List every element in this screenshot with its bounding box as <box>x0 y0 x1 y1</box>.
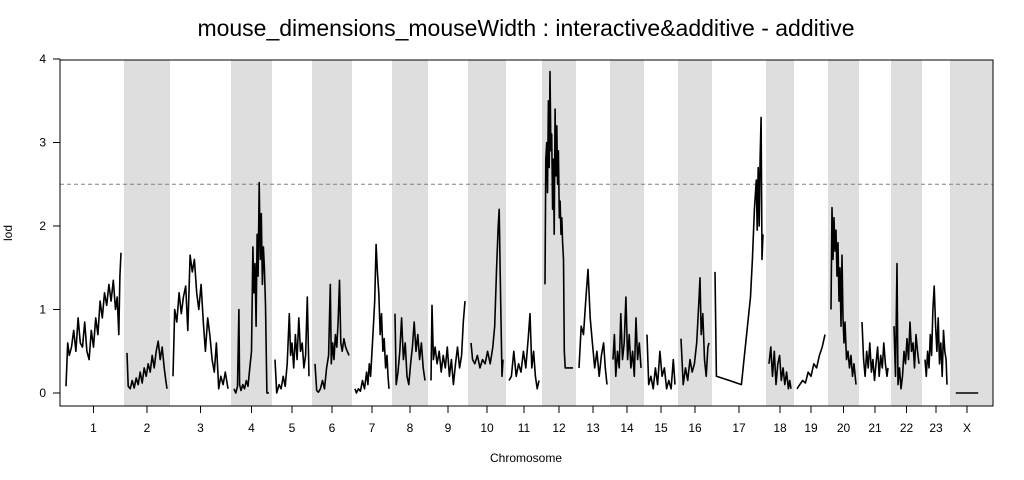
lod-curve-chr-17 <box>714 116 764 386</box>
x-tick-label-2: 2 <box>144 421 151 435</box>
x-tick-label-5: 5 <box>289 421 296 435</box>
x-tick-label-18: 18 <box>773 421 787 435</box>
chromosome-band-X <box>950 60 993 406</box>
x-tick-label-23: 23 <box>929 421 943 435</box>
y-tick-label-0: 0 <box>39 386 46 400</box>
lod-curve-chr-3 <box>172 254 229 390</box>
x-tick-label-21: 21 <box>868 421 882 435</box>
x-tick-label-16: 16 <box>688 421 702 435</box>
lod-curve-chr-23 <box>924 285 948 385</box>
y-axis-label: lod <box>1 225 15 241</box>
x-tick-label-4: 4 <box>248 421 255 435</box>
x-tick-label-6: 6 <box>329 421 336 435</box>
x-tick-label-17: 17 <box>732 421 746 435</box>
x-tick-label-20: 20 <box>837 421 851 435</box>
lod-curve-chr-12 <box>544 70 573 369</box>
x-tick-label-11: 11 <box>518 421 531 435</box>
chromosome-band-16 <box>678 60 712 406</box>
lod-curve-chr-4 <box>233 181 269 394</box>
lod-curves <box>65 70 979 394</box>
x-tick-label-19: 19 <box>804 421 818 435</box>
lod-curve-chr-21 <box>861 321 889 382</box>
x-tick-label-9: 9 <box>445 421 452 435</box>
lod-curve-chr-6 <box>314 279 350 394</box>
x-tick-label-15: 15 <box>654 421 668 435</box>
lod-curve-chr-1 <box>65 252 122 387</box>
lod-curve-chr-16 <box>680 276 710 386</box>
lod-curve-chr-13 <box>578 268 608 385</box>
lod-curve-chr-7 <box>354 243 390 394</box>
chromosome-bands <box>124 60 993 406</box>
chart-title: mouse_dimensions_mouseWidth : interactiv… <box>197 15 854 41</box>
lod-curve-chr-11 <box>508 312 540 390</box>
x-tick-label-22: 22 <box>900 421 914 435</box>
x-tick-label-8: 8 <box>407 421 414 435</box>
x-tick-label-X: X <box>963 421 971 435</box>
y-tick-label-3: 3 <box>39 136 46 150</box>
chromosome-band-12 <box>542 60 576 406</box>
lod-curve-chr-18 <box>768 346 792 390</box>
y-tick-label-2: 2 <box>39 219 46 233</box>
x-tick-label-14: 14 <box>620 421 634 435</box>
lod-curve-chr-22 <box>893 262 920 390</box>
y-tick-label-4: 4 <box>39 52 46 66</box>
lod-curve-chr-19 <box>796 334 826 390</box>
lod-curve-chr-15 <box>646 334 676 390</box>
x-tick-label-3: 3 <box>197 421 204 435</box>
x-tick-label-7: 7 <box>369 421 376 435</box>
x-tick-label-10: 10 <box>480 421 494 435</box>
x-axis: 1 2 3 4 5 6 7 8 9 10 11 12 13 14 15 16 17 18 19 20 21 22 23 X <box>90 406 971 435</box>
x-tick-label-1: 1 <box>90 421 97 435</box>
x-tick-label-13: 13 <box>586 421 600 435</box>
y-axis: 0 1 2 3 4 <box>39 52 61 400</box>
lod-curve-chr-8 <box>394 313 426 386</box>
y-tick-label-1: 1 <box>39 303 46 317</box>
x-tick-label-12: 12 <box>552 421 566 435</box>
lod-curve-chr-14 <box>612 296 642 378</box>
x-axis-label: Chromosome <box>490 451 562 465</box>
lod-curve-chr-10 <box>470 208 504 378</box>
lod-curve-chr-2 <box>126 340 168 390</box>
lod-curve-chr-5 <box>274 296 310 394</box>
lod-curve-chr-20 <box>830 206 857 385</box>
lod-curve-chr-9 <box>430 301 466 386</box>
